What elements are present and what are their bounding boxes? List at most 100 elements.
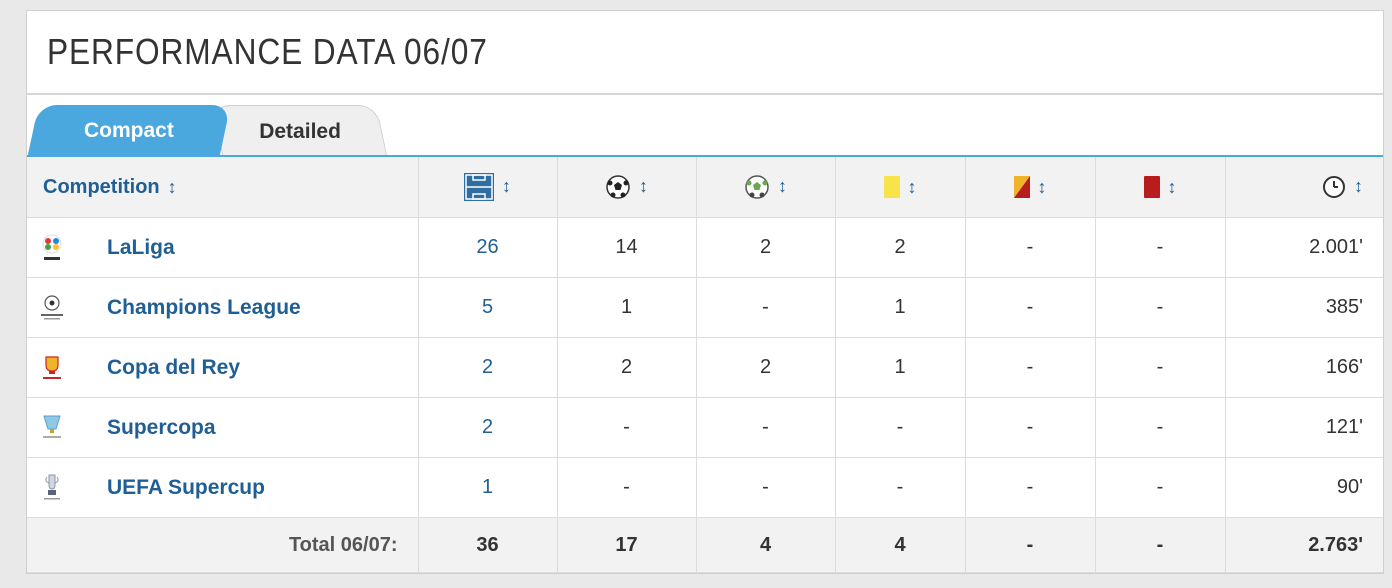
sort-icon: ↕ [907,176,917,197]
appearances-cell[interactable]: 26 [418,217,558,278]
yellow-card-icon [883,176,900,199]
goals-cell: 2 [557,337,697,398]
competition-link[interactable]: UEFA Supercup [107,475,265,499]
competition-cell: Supercopa [27,397,419,458]
appearances-link[interactable]: 26 [476,236,499,258]
yellow-cards-cell: 1 [835,337,966,398]
competition-cell: UEFA Supercup [27,457,419,518]
champions-league-logo-icon [37,292,67,324]
table-row: UEFA Supercup 1 - - - - - 90' [27,457,1383,518]
supercopa-logo-icon [37,412,67,444]
header-yellow-cards[interactable]: ↕ [835,157,966,218]
total-appearances: 36 [418,517,558,573]
assists-cell: - [696,457,836,518]
laliga-logo-icon [37,232,67,264]
page-title: PERFORMANCE DATA 06/07 [47,31,488,72]
assists-cell: 2 [696,217,836,278]
copa-del-rey-logo-icon [37,352,67,384]
pitch-appearances-icon [464,173,494,201]
header-competition-label: Competition [43,175,160,198]
tab-detailed[interactable]: Detailed [211,105,388,157]
sort-icon: ↕ [1354,176,1363,197]
competition-cell: Copa del Rey [27,337,419,398]
minutes-cell: 166' [1225,337,1383,398]
header-assists[interactable]: ↕ [696,157,836,218]
ball-goals-icon [606,175,630,199]
red-cards-cell: - [1095,457,1226,518]
tabs-underline [27,155,1383,157]
competition-link[interactable]: LaLiga [107,235,175,259]
minutes-cell: 2.001' [1225,217,1383,278]
yellow-red-cards-cell: - [965,397,1096,458]
red-card-icon [1143,176,1160,199]
appearances-cell[interactable]: 1 [418,457,558,518]
ball-assists-icon [745,175,769,199]
appearances-link[interactable]: 2 [481,356,494,378]
appearances-link[interactable]: 2 [481,416,494,438]
table-row: Champions League 5 1 - 1 - - 385' [27,277,1383,338]
appearances-cell[interactable]: 2 [418,397,558,458]
total-label: Total 06/07: [27,517,419,573]
table-row: Copa del Rey 2 2 2 1 - - 166' [27,337,1383,398]
table-row: Supercopa 2 - - - - - 121' [27,397,1383,458]
yellow-red-cards-cell: - [965,277,1096,338]
red-cards-cell: - [1095,217,1226,278]
tab-compact[interactable]: Compact [27,105,231,157]
tab-compact-label: Compact [84,119,174,142]
minutes-cell: 90' [1225,457,1383,518]
red-cards-cell: - [1095,277,1226,338]
assists-cell: - [696,397,836,458]
sort-icon: ↕ [167,176,177,197]
red-cards-cell: - [1095,397,1226,458]
minutes-cell: 121' [1225,397,1383,458]
goals-cell: 1 [557,277,697,338]
appearances-link[interactable]: 1 [481,476,494,498]
yellow-cards-cell: - [835,457,966,518]
total-yellow-cards: 4 [835,517,966,573]
table-row: LaLiga 26 14 2 2 - - 2.001' [27,217,1383,278]
table-total-row: Total 06/07: 36 17 4 4 - - 2.763' [27,517,1383,573]
minutes-cell: 385' [1225,277,1383,338]
table-header-row: Competition ↕ ↕ ↕ ↕ ↕ ↕ ↕ [27,157,1383,218]
header-yellow-red-cards[interactable]: ↕ [965,157,1096,218]
sort-icon: ↕ [778,176,787,197]
total-minutes: 2.763' [1225,517,1383,573]
total-assists: 4 [696,517,836,573]
yellow-cards-cell: 1 [835,277,966,338]
competition-link[interactable]: Champions League [107,295,301,319]
appearances-cell[interactable]: 5 [418,277,558,338]
red-cards-cell: - [1095,337,1226,398]
view-tabs: Detailed Compact [27,101,1383,157]
competition-link[interactable]: Copa del Rey [107,355,241,379]
header-red-cards[interactable]: ↕ [1095,157,1226,218]
header-appearances[interactable]: ↕ [418,157,558,218]
total-red-cards: - [1095,517,1226,573]
tab-detailed-label: Detailed [258,119,341,143]
header-goals[interactable]: ↕ [557,157,697,218]
clock-minutes-icon [1323,176,1345,198]
assists-cell: - [696,277,836,338]
appearances-link[interactable]: 5 [481,296,494,318]
sort-icon: ↕ [1167,176,1177,197]
sort-icon: ↕ [639,176,648,197]
sort-icon: ↕ [502,176,511,197]
yellow-red-cards-cell: - [965,217,1096,278]
competition-link[interactable]: Supercopa [107,415,216,439]
performance-card: PERFORMANCE DATA 06/07 Detailed Compact … [26,10,1384,574]
goals-cell: - [557,457,697,518]
appearances-cell[interactable]: 2 [418,337,558,398]
competition-cell: Champions League [27,277,419,338]
assists-cell: 2 [696,337,836,398]
total-goals: 17 [557,517,697,573]
goals-cell: - [557,397,697,458]
sort-icon: ↕ [1037,176,1047,197]
total-yellow-red-cards: - [965,517,1096,573]
header-competition[interactable]: Competition ↕ [27,157,419,218]
header-minutes[interactable]: ↕ [1225,157,1383,218]
competition-cell: LaLiga [27,217,419,278]
performance-table: Competition ↕ ↕ ↕ ↕ ↕ ↕ ↕ [27,157,1383,573]
yellow-red-cards-cell: - [965,457,1096,518]
yellow-cards-cell: - [835,397,966,458]
title-divider [27,93,1383,95]
uefa-supercup-logo-icon [37,472,67,504]
